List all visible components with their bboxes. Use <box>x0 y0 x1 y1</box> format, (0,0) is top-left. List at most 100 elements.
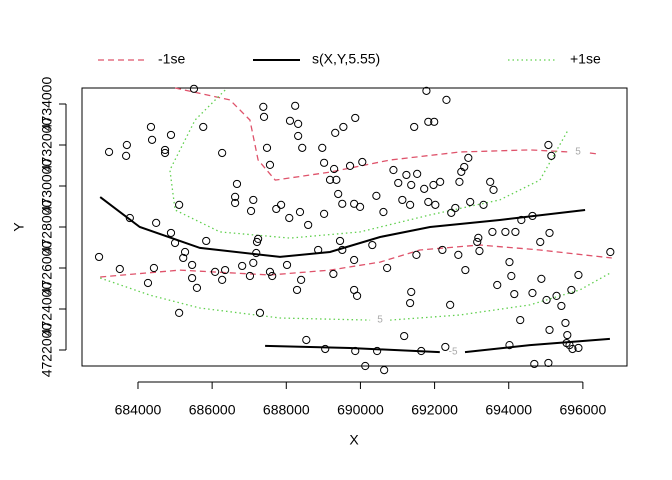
point <box>249 195 258 205</box>
contour-line <box>265 337 610 354</box>
point <box>542 295 551 305</box>
point <box>188 273 197 283</box>
point <box>489 185 498 194</box>
point <box>410 122 419 132</box>
point <box>400 331 409 341</box>
x-tick-label: 690000 <box>337 402 384 418</box>
point <box>334 189 343 199</box>
legend-label: -1se <box>158 51 185 67</box>
point <box>297 275 306 284</box>
point <box>547 151 556 160</box>
point <box>557 301 566 311</box>
point <box>276 200 286 209</box>
point <box>147 135 157 144</box>
point <box>475 246 484 256</box>
point <box>291 101 300 110</box>
point <box>314 245 323 255</box>
point <box>122 151 131 160</box>
point <box>361 361 370 371</box>
point <box>517 215 526 225</box>
point <box>510 289 519 299</box>
point <box>552 291 561 300</box>
point <box>231 192 240 201</box>
x-tick-label: 694000 <box>485 402 532 418</box>
point <box>294 119 303 128</box>
point <box>528 211 537 221</box>
point <box>179 253 188 263</box>
point <box>398 195 407 205</box>
point <box>160 145 170 155</box>
point <box>351 346 360 356</box>
point <box>259 112 269 122</box>
point <box>530 359 539 369</box>
point <box>438 245 447 255</box>
point <box>330 164 339 174</box>
point <box>338 199 347 208</box>
point <box>563 330 572 340</box>
point <box>505 257 514 267</box>
point <box>406 200 415 209</box>
point <box>355 202 365 212</box>
point <box>122 140 131 150</box>
point <box>380 366 389 375</box>
point <box>166 130 176 140</box>
point <box>304 220 313 230</box>
point <box>352 291 362 300</box>
contour-line <box>100 244 612 278</box>
point <box>345 161 355 171</box>
point <box>511 227 520 237</box>
y-tick-label: 4734000 <box>39 77 55 132</box>
point <box>199 122 208 132</box>
point <box>441 342 450 352</box>
point <box>338 245 347 255</box>
point <box>272 204 281 214</box>
point <box>285 213 294 223</box>
point <box>567 285 576 295</box>
contour-label: 5 <box>377 315 383 326</box>
point <box>383 263 392 273</box>
point <box>175 308 184 318</box>
point <box>189 84 199 93</box>
point <box>516 315 525 325</box>
point <box>537 274 546 283</box>
point <box>255 308 265 318</box>
point <box>379 207 388 217</box>
point <box>431 200 440 209</box>
contour-line <box>169 89 569 239</box>
point <box>446 300 455 310</box>
point <box>331 128 340 137</box>
point <box>170 238 180 248</box>
y-tick-label: 4732000 <box>39 118 55 173</box>
point <box>424 197 433 207</box>
point <box>104 147 114 157</box>
point <box>351 113 360 123</box>
point <box>254 234 263 243</box>
point <box>407 180 416 190</box>
point <box>292 285 302 295</box>
x-tick-label: 688000 <box>263 402 310 418</box>
point <box>486 177 495 186</box>
point <box>488 227 497 237</box>
point <box>285 116 295 125</box>
point <box>210 267 220 276</box>
point <box>246 206 256 216</box>
x-tick-label: 686000 <box>189 402 236 418</box>
point <box>175 200 184 209</box>
point <box>245 271 255 281</box>
x-tick-label: 692000 <box>411 402 458 418</box>
point <box>507 271 516 281</box>
point <box>332 175 341 184</box>
legend-label: s(X,Y,5.55) <box>312 51 380 67</box>
legend-label: +1se <box>570 51 601 67</box>
y-tick-label: 4722000 <box>39 323 55 378</box>
point <box>501 227 510 237</box>
point <box>259 102 268 111</box>
point <box>493 280 502 290</box>
contour-label: -5 <box>449 347 458 358</box>
point <box>436 177 445 186</box>
point <box>298 143 307 152</box>
point <box>232 179 242 189</box>
point <box>464 153 473 163</box>
point <box>188 260 197 270</box>
